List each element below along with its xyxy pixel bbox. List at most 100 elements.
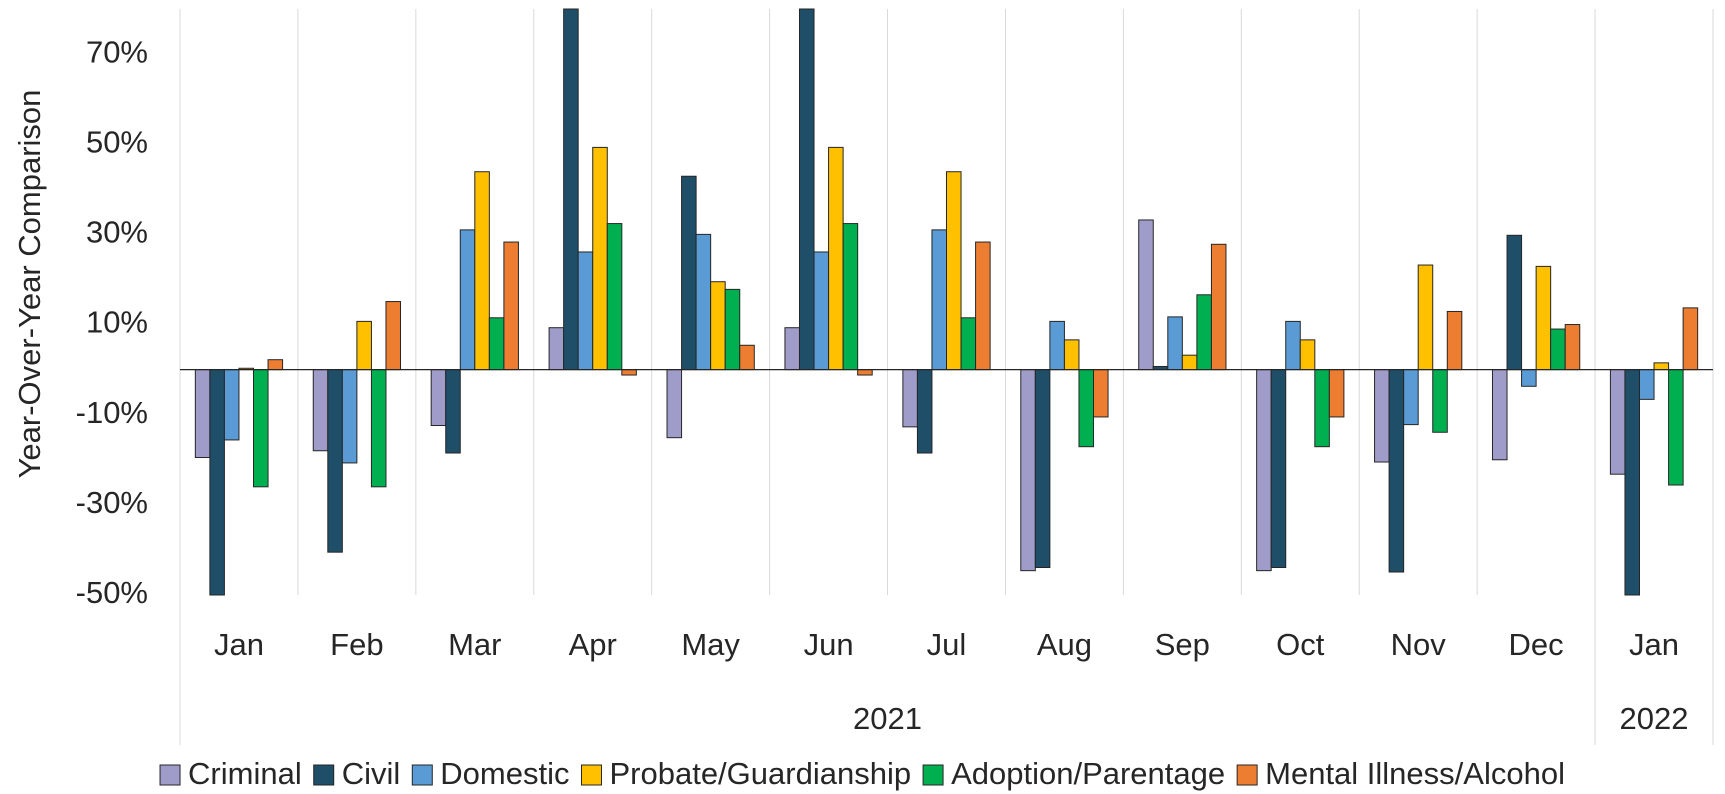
y-tick-label: 50% — [86, 124, 148, 159]
bar — [1138, 219, 1154, 371]
bar — [1020, 369, 1036, 572]
bar — [960, 317, 977, 371]
bar — [1374, 369, 1390, 463]
bar — [1491, 369, 1508, 461]
bar — [813, 251, 830, 371]
y-tick-label: 10% — [86, 305, 148, 340]
x-tick-label: Nov — [1391, 627, 1447, 662]
bar — [430, 369, 447, 427]
legend-label: Adoption/Parentage — [951, 756, 1225, 791]
bar — [223, 369, 240, 441]
y-tick-label: 30% — [86, 215, 148, 250]
bar — [370, 369, 387, 488]
bar — [1609, 369, 1626, 475]
bar — [1506, 234, 1523, 371]
bar — [1521, 369, 1537, 387]
bar — [312, 369, 329, 452]
year-label: 2021 — [853, 701, 922, 736]
bar — [1682, 307, 1699, 371]
bar — [710, 281, 726, 371]
bar — [1446, 310, 1463, 371]
bar — [931, 229, 948, 371]
bar — [194, 369, 211, 459]
bar — [695, 233, 712, 371]
x-tick-label: Apr — [569, 627, 617, 662]
bar — [975, 241, 991, 371]
x-tick-label: Mar — [448, 627, 501, 662]
bar — [1550, 328, 1566, 371]
x-tick-label: Jun — [804, 627, 854, 662]
bar — [209, 369, 225, 596]
bar — [341, 369, 358, 464]
bar — [1328, 369, 1345, 418]
bar — [1314, 369, 1330, 448]
legend-swatch — [1236, 764, 1258, 786]
bar — [1638, 369, 1655, 400]
legend-label: Probate/Guardianship — [609, 756, 911, 791]
x-tick-label: Jan — [214, 627, 264, 662]
bar — [1078, 369, 1095, 448]
bar — [784, 327, 800, 371]
bar — [356, 320, 372, 371]
bar — [798, 8, 815, 371]
x-tick-label: Jan — [1629, 627, 1679, 662]
bar — [474, 171, 490, 371]
year-label: 2022 — [1620, 701, 1689, 736]
bar — [1432, 369, 1448, 433]
bar — [842, 223, 859, 371]
bar — [739, 344, 755, 371]
bar — [1417, 264, 1434, 371]
legend-label: Domestic — [440, 756, 569, 791]
legend-label: Civil — [342, 756, 401, 791]
bar — [1624, 369, 1640, 596]
bar — [666, 369, 683, 439]
bar — [548, 327, 565, 371]
y-axis-title: Year-Over-Year Comparison — [12, 90, 47, 479]
legend-swatch — [411, 764, 433, 786]
bar — [577, 251, 594, 371]
bar — [946, 171, 962, 371]
bar — [253, 369, 269, 488]
legend-swatch — [580, 764, 602, 786]
x-tick-label: May — [681, 627, 740, 662]
bar — [327, 369, 343, 553]
legend-label: Mental Illness/Alcohol — [1265, 756, 1565, 791]
bar — [1256, 369, 1272, 572]
bar — [1285, 320, 1301, 371]
bar — [1564, 324, 1581, 371]
bar — [1535, 265, 1552, 371]
bar — [902, 369, 918, 428]
x-tick-label: Dec — [1509, 627, 1564, 662]
x-tick-label: Aug — [1037, 627, 1092, 662]
y-tick-label: -50% — [76, 575, 148, 610]
bar — [385, 301, 402, 371]
bar — [1181, 354, 1198, 371]
bar — [1063, 339, 1080, 371]
bar — [1049, 320, 1065, 371]
bar — [1388, 369, 1405, 573]
bar — [563, 8, 579, 371]
x-tick-label: Sep — [1155, 627, 1210, 662]
x-tick-label: Feb — [330, 627, 383, 662]
bar — [1196, 294, 1212, 371]
bar — [267, 359, 284, 371]
legend-swatch — [159, 764, 181, 786]
legend-label: Criminal — [188, 756, 302, 791]
bar — [445, 369, 461, 454]
bar — [1403, 369, 1419, 426]
bar — [592, 146, 608, 371]
y-tick-label: -10% — [76, 395, 148, 430]
bar — [828, 146, 844, 371]
x-tick-label: Jul — [927, 627, 967, 662]
y-tick-label: -30% — [76, 485, 148, 520]
bar — [1093, 369, 1109, 418]
bar — [1210, 243, 1227, 371]
bar — [503, 241, 519, 371]
bar — [724, 288, 741, 371]
bar — [621, 369, 637, 376]
bar — [681, 175, 697, 371]
bar — [1653, 362, 1670, 371]
bar — [1299, 339, 1316, 371]
bar — [488, 317, 505, 371]
